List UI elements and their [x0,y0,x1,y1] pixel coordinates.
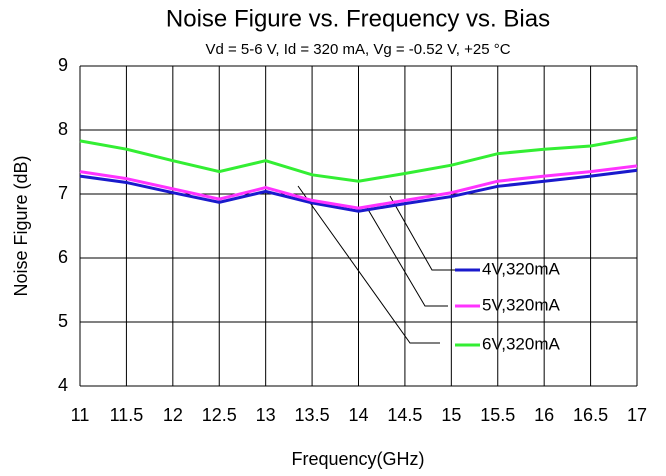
series-line [79,164,638,210]
chart-title: Noise Figure vs. Frequency vs. Bias [166,5,550,32]
series-line [79,136,638,183]
series-line [79,168,638,213]
x-tick-label: 11 [71,405,90,425]
x-tick-label: 17 [627,405,647,425]
y-axis-label: Noise Figure (dB) [11,155,31,296]
x-tick-label: 14 [348,405,368,425]
x-tick-label: 11.5 [110,405,144,425]
x-tick-label: 13.5 [295,405,330,425]
x-axis-label: Frequency(GHz) [291,449,424,469]
x-tick-label: 12 [163,405,183,425]
chart-subtitle: Vd = 5-6 V, Id = 320 mA, Vg = -0.52 V, +… [205,41,510,58]
legend-label: 4V,320mA [482,259,560,278]
x-tick-label: 15.5 [480,405,515,425]
leader-line [389,195,455,271]
y-tick-label: 5 [58,311,68,331]
y-tick-label: 8 [58,119,68,139]
x-tick-label: 16.5 [573,405,608,425]
y-tick-label: 4 [58,375,68,395]
x-tick-label: 14.5 [387,405,422,425]
x-tick-label: 12.5 [202,405,237,425]
y-tick-label: 9 [58,55,68,75]
x-tick-label: 15 [441,405,461,425]
legend-label: 6V,320mA [482,334,560,353]
legend-label: 5V,320mA [482,295,560,314]
y-tick-label: 6 [58,247,68,267]
leader-line [297,185,440,344]
leader-lines [297,185,455,344]
leader-line [365,205,448,307]
x-tick-label: 13 [256,405,276,425]
y-tick-label: 7 [58,183,68,203]
x-tick-label: 16 [534,405,554,425]
